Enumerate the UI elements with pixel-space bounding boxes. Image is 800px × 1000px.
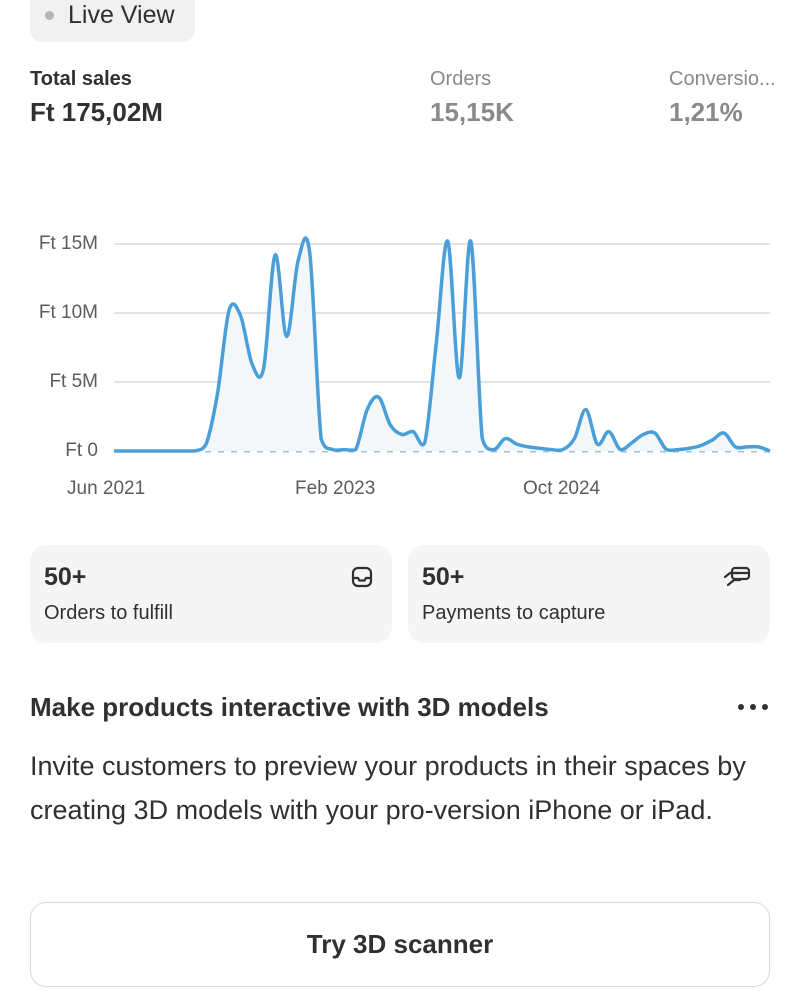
y-tick-5m: Ft 5M <box>49 371 98 392</box>
x-tick-feb-2023: Feb 2023 <box>295 478 376 499</box>
x-tick-jun-2021: Jun 2021 <box>67 478 146 499</box>
promo-body: Invite customers to preview your product… <box>30 751 746 825</box>
orders-to-fulfill-count: 50+ <box>44 563 87 591</box>
payments-to-capture-label: Payments to capture <box>422 602 606 624</box>
x-tick-oct-2024: Oct 2024 <box>523 478 601 499</box>
y-tick-15m: Ft 15M <box>38 233 98 254</box>
y-tick-0: Ft 0 <box>65 440 98 461</box>
total-sales-label[interactable]: Total sales <box>30 68 132 90</box>
conversion-label[interactable]: Conversio... <box>669 68 776 90</box>
more-horizontal-icon[interactable] <box>737 700 769 714</box>
status-dot-icon <box>45 10 54 20</box>
sales-line <box>113 236 771 453</box>
hand-card-icon <box>723 566 751 587</box>
sales-chart[interactable] <box>0 0 800 470</box>
orders-label[interactable]: Orders <box>430 68 492 90</box>
orders-to-fulfill-label: Orders to fulfill <box>44 602 173 624</box>
y-tick-10m: Ft 10M <box>38 302 98 323</box>
live-view-button[interactable]: Live View <box>30 0 195 42</box>
try-3d-scanner-button[interactable]: Try 3D scanner <box>30 902 770 987</box>
sales-area <box>114 238 770 451</box>
orders-value: 15,15K <box>430 97 514 127</box>
total-sales-value: Ft 175,02M <box>30 97 163 127</box>
payments-to-capture-count: 50+ <box>422 563 465 591</box>
conversion-value: 1,21% <box>669 97 743 127</box>
payments-to-capture-card[interactable]: 50+ Payments to capture <box>408 545 770 643</box>
orders-to-fulfill-card[interactable]: 50+ Orders to fulfill <box>30 545 392 643</box>
promo-title: Make products interactive with 3D models <box>30 692 549 722</box>
inbox-icon <box>351 566 373 588</box>
live-view-label: Live View <box>68 0 175 29</box>
